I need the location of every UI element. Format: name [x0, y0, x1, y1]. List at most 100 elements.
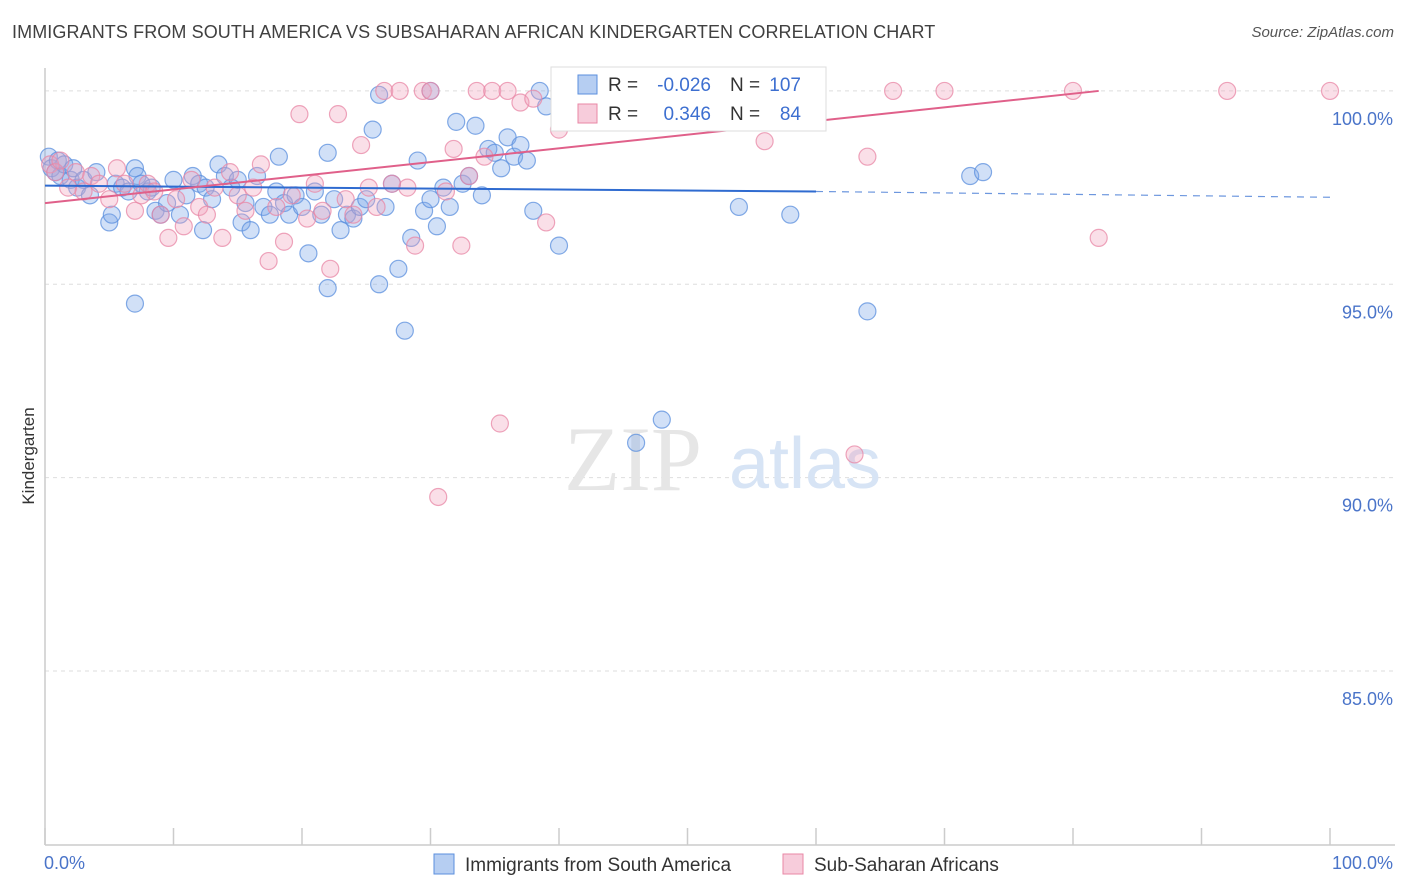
point-sub-saharan — [498, 81, 517, 101]
y-tick-labels: 100.0% 95.0% 90.0% 85.0% — [1332, 109, 1393, 709]
point-sub-saharan — [197, 205, 217, 224]
point-south-america — [102, 205, 121, 224]
point-sub-saharan — [89, 174, 109, 193]
point-sub-saharan — [259, 251, 278, 271]
watermark-zip: ZIP — [564, 408, 702, 510]
watermark-atlas: atlas — [729, 424, 881, 504]
point-south-america — [858, 302, 877, 321]
point-sub-saharan — [483, 81, 502, 101]
point-sub-saharan — [344, 205, 363, 224]
stats-legend: R = -0.026 N = 107 R = 0.346 N = 84 — [550, 66, 827, 132]
point-sub-saharan — [524, 89, 543, 108]
stats-r-label: R = — [608, 104, 638, 125]
point-sub-saharan — [298, 209, 317, 228]
stats-r-label: R = — [608, 75, 638, 96]
point-south-america — [973, 163, 993, 182]
point-sub-saharan — [313, 201, 332, 220]
point-south-america — [292, 197, 312, 217]
point-sub-saharan — [159, 228, 178, 247]
point-sub-saharan — [66, 163, 85, 182]
legend-swatch — [433, 853, 455, 875]
stats-n-label: N = — [730, 75, 760, 96]
grid-lines — [45, 90, 1395, 672]
point-sub-saharan — [1089, 228, 1108, 247]
x-tick-label: 0.0% — [44, 853, 85, 873]
point-sub-saharan — [883, 81, 903, 101]
point-south-america — [318, 279, 337, 298]
point-sub-saharan — [228, 186, 247, 205]
point-sub-saharan — [382, 174, 402, 193]
point-sub-saharan — [51, 151, 70, 170]
y-axis-title: Kindergarten — [19, 407, 38, 504]
point-sub-saharan — [115, 174, 134, 193]
point-south-america — [408, 151, 427, 170]
point-sub-saharan — [405, 236, 425, 255]
point-sub-saharan — [328, 105, 348, 124]
point-sub-saharan — [755, 132, 774, 151]
x-tick-labels: 0.0% 100.0% — [44, 853, 1393, 873]
point-south-america — [472, 186, 491, 205]
legend-label: Immigrants from South America — [465, 855, 732, 876]
chart-title: IMMIGRANTS FROM SOUTH AMERICA VS SUBSAHA… — [12, 22, 936, 42]
point-sub-saharan — [59, 178, 78, 197]
point-south-america — [549, 236, 569, 255]
point-sub-saharan — [107, 159, 127, 178]
point-south-america — [389, 259, 408, 278]
y-tick-label: 90.0% — [1342, 496, 1393, 516]
point-sub-saharan — [190, 197, 209, 217]
point-sub-saharan — [174, 217, 193, 236]
point-sub-saharan — [375, 81, 394, 101]
trend-line-south-america-extension — [815, 190, 1331, 198]
point-south-america — [781, 205, 800, 224]
point-sub-saharan — [452, 236, 471, 255]
trend-lines — [44, 89, 1331, 205]
trend-line-south-america — [44, 184, 817, 193]
point-south-america — [363, 120, 382, 139]
point-south-america — [395, 321, 414, 340]
y-tick-label: 95.0% — [1342, 302, 1393, 322]
point-south-america — [626, 433, 646, 452]
point-sub-saharan — [436, 182, 456, 201]
point-sub-saharan — [336, 190, 355, 209]
point-sub-saharan — [213, 228, 232, 247]
point-sub-saharan — [421, 81, 440, 101]
point-south-america — [440, 197, 459, 217]
point-sub-saharan — [251, 155, 270, 174]
point-south-america — [344, 209, 363, 228]
point-sub-saharan — [413, 81, 432, 101]
point-south-america — [524, 201, 543, 220]
stats-legend-swatch — [577, 103, 598, 124]
point-sub-saharan — [352, 135, 371, 155]
point-south-america — [193, 221, 213, 240]
point-south-america — [427, 217, 447, 236]
point-south-america — [370, 275, 389, 294]
point-sub-saharan — [367, 197, 386, 217]
point-sub-saharan — [1063, 81, 1083, 101]
source-credit: Source: ZipAtlas.com — [1251, 24, 1394, 41]
point-south-america — [318, 143, 337, 162]
point-south-america — [511, 135, 530, 155]
stats-r-value: 0.346 — [663, 104, 711, 125]
point-sub-saharan — [467, 81, 486, 101]
point-sub-saharan — [935, 81, 954, 101]
point-south-america — [236, 193, 255, 213]
point-sub-saharan — [390, 81, 409, 101]
point-sub-saharan — [46, 163, 65, 182]
legend-swatch — [782, 853, 804, 875]
y-tick-label: 100.0% — [1332, 109, 1393, 129]
point-sub-saharan — [845, 445, 864, 464]
point-sub-saharan — [429, 487, 448, 507]
point-south-america — [39, 147, 58, 166]
point-sub-saharan — [444, 139, 463, 159]
point-south-america — [466, 116, 485, 135]
point-south-america — [447, 112, 466, 131]
axes — [44, 68, 1395, 846]
point-sub-saharan — [220, 163, 240, 182]
point-sub-saharan — [490, 414, 509, 433]
point-south-america — [652, 410, 671, 429]
trend-line-sub-saharan — [44, 89, 1099, 205]
point-south-america — [331, 221, 350, 240]
point-south-america — [228, 170, 247, 189]
point-sub-saharan — [321, 259, 340, 278]
point-south-america — [492, 159, 511, 178]
